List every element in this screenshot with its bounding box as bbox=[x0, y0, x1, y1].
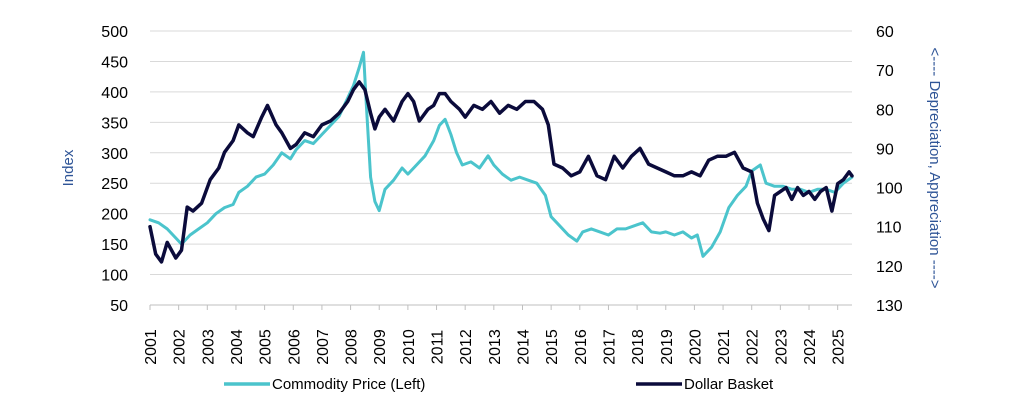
x-tick-label: 2009 bbox=[372, 329, 389, 365]
left-tick-label: 300 bbox=[101, 146, 128, 163]
series-line-1 bbox=[148, 50, 854, 258]
x-tick-label: 2003 bbox=[200, 329, 217, 365]
x-tick-label: 2004 bbox=[229, 329, 246, 365]
left-tick-label: 500 bbox=[101, 24, 128, 41]
left-tick-label: 400 bbox=[101, 85, 128, 102]
x-tick-label: 2007 bbox=[315, 329, 332, 365]
x-tick-label: 2021 bbox=[716, 329, 733, 365]
x-tick-label: 2012 bbox=[458, 329, 475, 365]
x-tick-label: 2008 bbox=[344, 329, 361, 365]
x-tick-label: 2023 bbox=[773, 329, 790, 365]
left-tick-label: 50 bbox=[110, 298, 128, 315]
x-tick-label: 2020 bbox=[687, 329, 704, 365]
x-tick-label: 2013 bbox=[487, 329, 504, 365]
x-axis-ticks: 2001 2002 2003 2004 2005 2006 2007 2008 2009 2010… bbox=[143, 305, 848, 365]
x-tick-label: 2019 bbox=[659, 329, 676, 365]
left-tick-label: 150 bbox=[101, 237, 128, 254]
right-tick-label: 80 bbox=[876, 102, 894, 119]
x-tick-label: 2022 bbox=[745, 329, 762, 365]
gridlines bbox=[150, 30, 852, 306]
right-tick-label: 120 bbox=[876, 259, 903, 276]
x-tick-label: 2014 bbox=[515, 329, 532, 365]
right-tick-label: 90 bbox=[876, 141, 894, 158]
x-tick-label: 2018 bbox=[630, 329, 647, 365]
right-axis-ticks: 60 70 80 90 100 110 120 130 bbox=[876, 24, 903, 315]
right-tick-label: 100 bbox=[876, 181, 903, 198]
left-axis-title: Index bbox=[60, 149, 77, 186]
left-tick-label: 450 bbox=[101, 54, 128, 71]
x-tick-label: 2001 bbox=[143, 329, 160, 365]
x-tick-label: 2017 bbox=[601, 329, 618, 365]
x-tick-label: 2002 bbox=[172, 329, 189, 365]
legend-label: Dollar Basket bbox=[684, 376, 774, 393]
left-tick-label: 200 bbox=[101, 207, 128, 224]
x-tick-label: 2005 bbox=[258, 329, 275, 365]
right-axis-title: <---- Depreciation, Appreciation ----> bbox=[926, 48, 943, 289]
right-tick-label: 130 bbox=[876, 298, 903, 315]
series-line-2 bbox=[148, 80, 854, 264]
x-tick-label: 2010 bbox=[401, 329, 418, 365]
left-tick-label: 250 bbox=[101, 176, 128, 193]
left-tick-label: 100 bbox=[101, 268, 128, 285]
legend: Commodity Price (Left) Dollar Basket bbox=[224, 376, 774, 393]
x-tick-label: 2006 bbox=[286, 329, 303, 365]
x-tick-label: 2016 bbox=[573, 329, 590, 365]
left-tick-label: 350 bbox=[101, 115, 128, 132]
series-layer bbox=[148, 50, 854, 264]
x-tick-label: 2024 bbox=[802, 329, 819, 365]
x-tick-label: 2025 bbox=[831, 329, 848, 365]
x-tick-label: 2015 bbox=[544, 329, 561, 365]
right-tick-label: 70 bbox=[876, 63, 894, 80]
right-tick-label: 110 bbox=[876, 220, 902, 237]
x-tick-label: 2011 bbox=[430, 330, 447, 365]
legend-label: Commodity Price (Left) bbox=[272, 376, 425, 393]
left-axis-ticks: 50 100 150 200 250 300 350 400 450 500 bbox=[101, 24, 128, 315]
right-tick-label: 60 bbox=[876, 24, 894, 41]
